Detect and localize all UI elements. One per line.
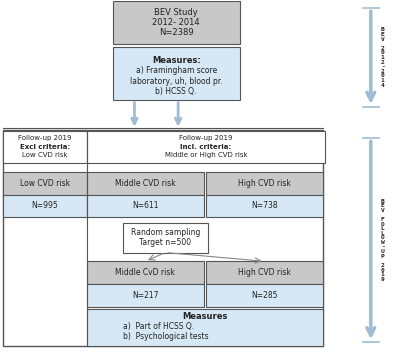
FancyBboxPatch shape	[3, 172, 87, 195]
Text: Low CVD risk: Low CVD risk	[20, 179, 70, 188]
FancyBboxPatch shape	[87, 195, 204, 217]
FancyBboxPatch shape	[87, 131, 325, 163]
Text: Measures:: Measures:	[152, 56, 200, 65]
FancyBboxPatch shape	[206, 172, 323, 195]
Text: a)  Part of HCSS Q.
b)  Psychological tests: a) Part of HCSS Q. b) Psychological test…	[122, 322, 208, 342]
Text: Follow-up 2019: Follow-up 2019	[179, 135, 233, 141]
Text: N=217: N=217	[132, 291, 159, 300]
FancyBboxPatch shape	[3, 130, 323, 346]
Text: B
E
V
 
2
0
1
2
-
2
0
1
4: B E V 2 0 1 2 - 2 0 1 4	[381, 28, 384, 88]
FancyBboxPatch shape	[87, 172, 204, 195]
FancyBboxPatch shape	[206, 195, 323, 217]
Text: BEV Study
2012- 2014
N=2389: BEV Study 2012- 2014 N=2389	[152, 7, 200, 38]
FancyBboxPatch shape	[206, 284, 323, 307]
Text: Measures: Measures	[182, 312, 228, 321]
Text: High CVD risk: High CVD risk	[238, 268, 291, 277]
Text: N=738: N=738	[251, 201, 278, 211]
FancyBboxPatch shape	[113, 47, 240, 100]
Text: N=611: N=611	[132, 201, 159, 211]
FancyBboxPatch shape	[113, 1, 240, 44]
Text: N=995: N=995	[32, 201, 58, 211]
FancyBboxPatch shape	[3, 131, 87, 163]
FancyBboxPatch shape	[122, 223, 208, 252]
Text: N=285: N=285	[251, 291, 278, 300]
Text: Middle or High CVD risk: Middle or High CVD risk	[165, 152, 247, 158]
FancyBboxPatch shape	[87, 261, 204, 284]
Text: Middle CvD risk: Middle CvD risk	[116, 268, 175, 277]
Text: B
E
V
 
F
O
L
L
O
W
-
U
P
 
2
0
1
9: B E V F O L L O W - U P 2 0 1 9	[381, 199, 384, 282]
Text: a) Framingham score
laboratory, uh, blood pr.
b) HCSS Q.: a) Framingham score laboratory, uh, bloo…	[130, 66, 222, 96]
Text: Excl criteria:: Excl criteria:	[20, 144, 70, 150]
FancyBboxPatch shape	[87, 284, 204, 307]
Text: Incl. criteria:: Incl. criteria:	[180, 144, 232, 150]
FancyBboxPatch shape	[3, 195, 87, 217]
Text: Follow-up 2019: Follow-up 2019	[18, 135, 72, 141]
FancyBboxPatch shape	[206, 261, 323, 284]
Text: Random sampling
Target n=500: Random sampling Target n=500	[130, 228, 200, 247]
Text: High CVD risk: High CVD risk	[238, 179, 291, 188]
FancyBboxPatch shape	[87, 309, 323, 346]
Text: Low CVD risk: Low CVD risk	[22, 152, 68, 158]
Text: Middle CVD risk: Middle CVD risk	[115, 179, 176, 188]
